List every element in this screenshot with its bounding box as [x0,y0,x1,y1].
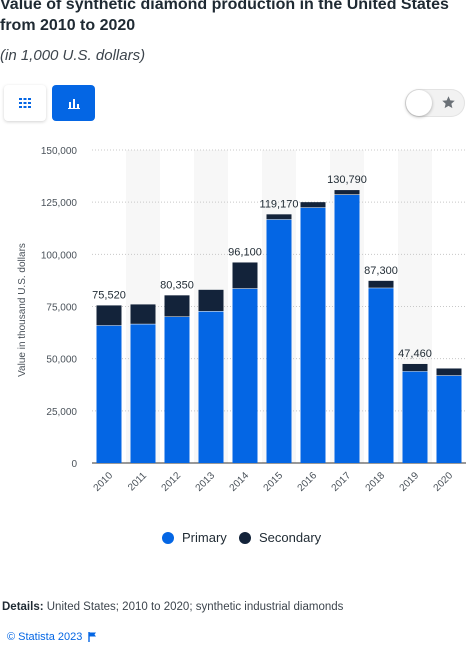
y-tick-label: 125,000 [41,198,78,209]
x-tick-label: 2011 [126,470,149,493]
chart-view-button[interactable] [52,85,95,121]
y-tick-label: 100,000 [41,250,78,261]
data-label: 80,350 [160,279,194,291]
bar-secondary [402,363,428,372]
legend-item-secondary[interactable]: Secondary [239,530,321,545]
copyright-link[interactable]: © Statista 2023 [7,631,83,643]
data-label: 130,790 [327,174,367,186]
bar-primary [334,194,360,464]
x-tick-label: 2018 [364,470,388,494]
y-axis-title: Value in thousand U.S. dollars [17,243,28,377]
bar-primary [368,287,394,463]
chart-subtitle: (in 1,000 U.S. dollars) [0,47,146,64]
bar-secondary [130,304,156,324]
legend-label-primary: Primary [182,530,227,545]
data-label: 96,100 [228,246,262,258]
x-tick-label: 2015 [262,470,286,494]
bar-primary [436,375,462,463]
bar-primary [232,288,258,463]
star-icon [442,96,455,109]
table-view-button[interactable] [4,85,46,121]
bar-secondary [232,262,258,289]
bar-secondary [266,214,292,220]
x-tick-label: 2017 [330,470,354,494]
bar-secondary [436,368,462,376]
data-label: 87,300 [364,265,398,277]
chart-toolbar [0,85,472,121]
bar-secondary [368,280,394,288]
data-label: 75,520 [92,289,126,301]
bar-secondary [300,202,326,208]
table-grid-icon [19,98,31,108]
bar-secondary [334,190,360,195]
y-tick-label: 150,000 [41,146,78,157]
legend-swatch-primary [162,531,174,544]
y-tick-label: 0 [71,459,77,470]
bar-primary [300,207,326,463]
legend-label-secondary: Secondary [259,530,322,545]
bar-primary [164,316,190,463]
favorite-toggle[interactable] [405,89,465,117]
bar-chart-icon [67,98,80,109]
x-tick-label: 2012 [160,470,184,494]
chart-title: Value of synthetic diamond production in… [0,0,449,34]
y-tick-label: 50,000 [46,355,77,366]
x-tick-label: 2016 [296,470,320,494]
bar-primary [266,219,292,463]
bar-primary [198,311,224,463]
bar-secondary [164,295,190,317]
footer: © Statista 2023 [7,631,98,643]
bar-primary [130,323,156,463]
y-tick-label: 25,000 [46,407,77,418]
source-details: Details: United States; 2010 to 2020; sy… [2,601,343,613]
data-label: 119,170 [260,198,299,210]
flag-icon[interactable] [88,632,98,642]
bar-primary [96,325,122,463]
y-tick-label: 75,000 [46,303,77,314]
details-text: United States; 2010 to 2020; synthetic i… [46,601,344,613]
toggle-knob [406,90,432,116]
bar-secondary [198,289,224,312]
details-label: Details: [2,601,44,613]
legend-item-primary[interactable]: Primary [162,530,227,545]
x-tick-label: 2019 [398,470,422,494]
legend-swatch-secondary [239,531,251,544]
chart-legend: Primary Secondary [0,530,472,550]
bar-chart: 0 25,000 50,000 75,000 100,000 125,000 150,000… [17,146,466,494]
data-label: 47,460 [398,348,432,360]
x-tick-label: 2013 [194,470,218,494]
x-tick-label: 2014 [228,470,252,494]
x-tick-label: 2020 [432,470,456,494]
x-tick-label: 2010 [92,470,116,494]
bar-primary [402,371,428,463]
bar-secondary [96,305,122,326]
